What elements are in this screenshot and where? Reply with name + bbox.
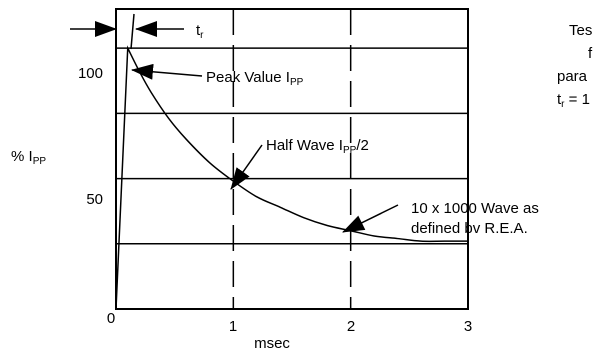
rise-time-indicator: tr	[70, 13, 204, 50]
y-axis-label: % IPP	[11, 148, 46, 167]
side-note-line4: tr = 1	[557, 91, 590, 110]
peak-annotation: Peak Value IPP	[131, 63, 304, 88]
half-wave-annotation: Half Wave IPP/2	[230, 137, 369, 190]
side-note-line2: f	[588, 45, 593, 62]
peak-label: Peak Value IPP	[206, 69, 304, 88]
wave-definition-line2: defined bv R.E.A.	[411, 220, 528, 237]
x-axis-label: msec	[254, 335, 290, 351]
plot-frame	[115, 8, 469, 310]
x-tick-0: 0	[107, 310, 115, 327]
wave-definition-annotation: 10 x 1000 Wave as defined bv R.E.A.	[342, 200, 539, 237]
grid	[116, 9, 468, 309]
x-tick-1: 1	[229, 318, 237, 335]
side-note-line1: Tes	[569, 22, 592, 39]
side-note-line3: para	[557, 68, 588, 85]
waveform-line	[115, 45, 468, 310]
y-tick-50: 50	[86, 191, 103, 208]
side-note: Tes f para tr = 1	[557, 22, 593, 110]
y-tick-100: 100	[78, 65, 103, 82]
x-tick-3: 3	[464, 318, 472, 335]
x-tick-2: 2	[347, 318, 355, 335]
wave-definition-line1: 10 x 1000 Wave as	[411, 200, 539, 217]
half-wave-label: Half Wave IPP/2	[266, 137, 369, 156]
rise-time-label: tr	[196, 22, 204, 41]
